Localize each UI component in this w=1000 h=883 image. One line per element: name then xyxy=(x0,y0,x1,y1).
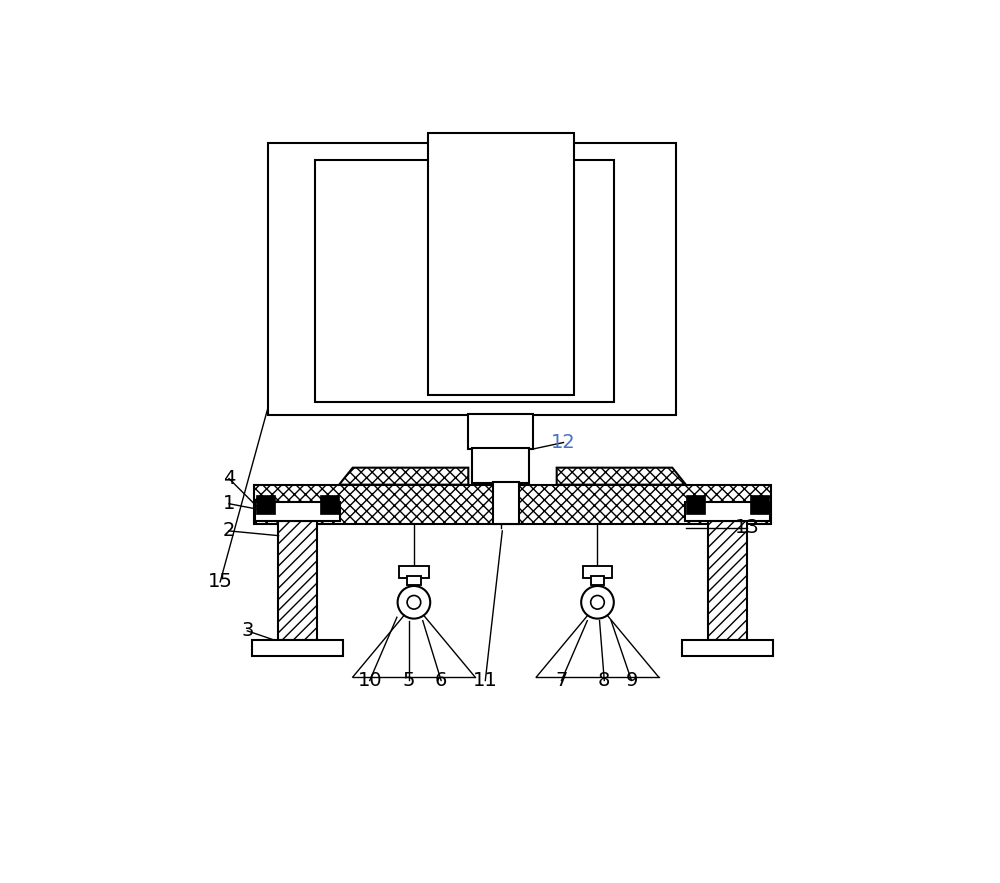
Text: 3: 3 xyxy=(241,622,254,640)
Text: 10: 10 xyxy=(357,671,382,690)
Bar xyxy=(685,502,770,521)
Text: 9: 9 xyxy=(625,671,638,690)
Bar xyxy=(493,482,519,525)
Bar xyxy=(472,448,529,483)
Bar xyxy=(320,495,339,514)
Bar xyxy=(268,143,676,415)
Text: 12: 12 xyxy=(551,433,576,452)
Bar xyxy=(278,521,317,639)
Text: 8: 8 xyxy=(598,671,610,690)
Bar xyxy=(468,414,533,449)
Text: 5: 5 xyxy=(403,671,415,690)
Text: 11: 11 xyxy=(473,671,498,690)
Bar xyxy=(682,639,773,656)
Bar xyxy=(591,576,604,585)
Bar xyxy=(428,133,574,395)
Text: 6: 6 xyxy=(435,671,447,690)
Bar xyxy=(252,639,343,656)
Bar xyxy=(315,161,614,402)
Bar xyxy=(686,495,705,514)
Bar xyxy=(256,495,275,514)
Bar xyxy=(750,495,769,514)
Text: 2: 2 xyxy=(223,521,235,540)
Text: 4: 4 xyxy=(223,469,235,488)
Bar xyxy=(399,566,429,577)
Bar xyxy=(407,576,421,585)
Bar xyxy=(254,485,771,525)
Text: 15: 15 xyxy=(208,572,233,592)
Polygon shape xyxy=(557,468,686,485)
Polygon shape xyxy=(339,468,468,485)
Bar xyxy=(255,502,340,521)
Text: 13: 13 xyxy=(735,518,759,537)
Text: 7: 7 xyxy=(555,671,568,690)
Bar xyxy=(708,521,747,639)
Bar xyxy=(583,566,612,577)
Text: 1: 1 xyxy=(223,494,235,513)
